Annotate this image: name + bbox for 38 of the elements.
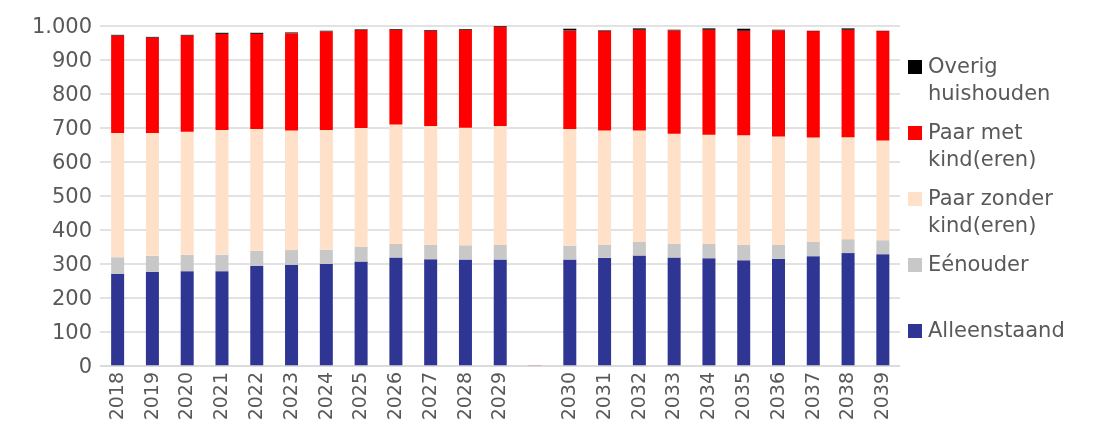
x-tick-label: 2028: [452, 372, 475, 421]
y-tick-label: 800: [51, 82, 92, 107]
x-tick-label: 2031: [591, 372, 614, 421]
x-tick-label: 2020: [174, 372, 197, 421]
x-tick-label: 2038: [835, 372, 858, 421]
y-tick-label: 600: [51, 150, 92, 175]
x-tick-label: 2039: [870, 372, 893, 421]
legend-label: Overig huishouden: [928, 53, 1052, 107]
x-tick-label: 2024: [313, 372, 336, 421]
x-tick-label: 2022: [244, 372, 267, 421]
y-tick-label: 400: [51, 218, 92, 243]
legend-label: Paar met kind(eren): [928, 119, 1038, 173]
y-tick-label: 0: [78, 354, 92, 379]
y-tick-label: 1.000: [31, 14, 92, 39]
x-tick-label: 2034: [696, 372, 719, 421]
y-tick-label: 300: [51, 252, 92, 277]
x-tick-label: 2021: [209, 372, 232, 421]
x-tick-label: 2032: [626, 372, 649, 421]
y-tick-label: 100: [51, 320, 92, 345]
x-tick-label: 2035: [730, 372, 753, 421]
legend-label: Eénouder: [928, 251, 1029, 278]
legend-label: Alleenstaand: [928, 317, 1065, 344]
y-tick-label: 900: [51, 48, 92, 73]
x-tick-label: 2037: [800, 372, 823, 421]
x-tick-label: 2027: [417, 372, 440, 421]
x-tick-label: 2018: [104, 372, 127, 421]
y-tick-label: 700: [51, 116, 92, 141]
x-tick-label: 2033: [661, 372, 684, 421]
legend-label: Paar zonder kind(eren): [928, 185, 1054, 239]
x-tick-label: 2029: [487, 372, 510, 421]
x-tick-label: 2026: [383, 372, 406, 421]
y-tick-label: 200: [51, 286, 92, 311]
y-tick-label: 500: [51, 184, 92, 209]
x-tick-label: 2030: [557, 372, 580, 421]
x-tick-label: 2025: [348, 372, 371, 421]
x-tick-label: 2023: [278, 372, 301, 421]
x-tick-label: 2036: [765, 372, 788, 421]
x-tick-label: 2019: [139, 372, 162, 421]
